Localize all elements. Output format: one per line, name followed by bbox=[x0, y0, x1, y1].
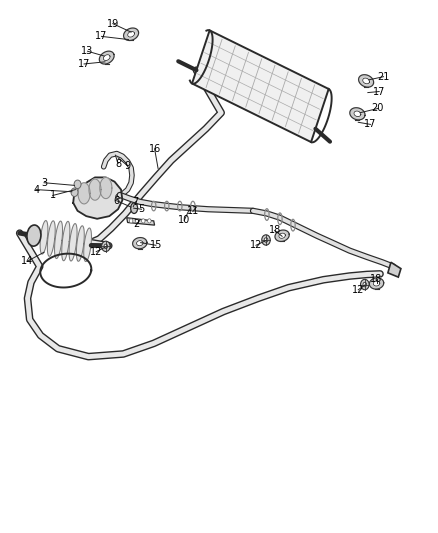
Text: 21: 21 bbox=[377, 71, 390, 82]
Polygon shape bbox=[363, 78, 370, 84]
Polygon shape bbox=[275, 230, 289, 241]
Ellipse shape bbox=[27, 225, 41, 246]
Polygon shape bbox=[73, 177, 122, 219]
Text: 8: 8 bbox=[115, 159, 121, 168]
Circle shape bbox=[262, 235, 270, 245]
Text: 5: 5 bbox=[138, 204, 145, 214]
Polygon shape bbox=[99, 51, 114, 64]
Text: 17: 17 bbox=[78, 59, 90, 69]
Circle shape bbox=[129, 219, 133, 223]
Polygon shape bbox=[373, 281, 380, 286]
Text: 18: 18 bbox=[371, 273, 383, 284]
Polygon shape bbox=[100, 177, 112, 199]
Text: 14: 14 bbox=[21, 256, 34, 266]
Circle shape bbox=[135, 219, 139, 223]
Polygon shape bbox=[369, 278, 384, 289]
Polygon shape bbox=[78, 183, 90, 204]
Circle shape bbox=[141, 219, 145, 223]
Text: 6: 6 bbox=[113, 196, 120, 206]
Text: 12: 12 bbox=[352, 285, 364, 295]
Polygon shape bbox=[89, 179, 101, 200]
Polygon shape bbox=[133, 238, 147, 249]
Circle shape bbox=[74, 180, 81, 189]
Polygon shape bbox=[127, 217, 155, 225]
Polygon shape bbox=[124, 28, 138, 41]
Text: 11: 11 bbox=[187, 206, 199, 216]
Text: 1: 1 bbox=[49, 190, 56, 200]
Polygon shape bbox=[192, 30, 328, 142]
Polygon shape bbox=[127, 31, 134, 37]
Polygon shape bbox=[354, 111, 361, 117]
Text: 15: 15 bbox=[150, 240, 162, 251]
Text: 12: 12 bbox=[250, 240, 262, 251]
Text: 9: 9 bbox=[124, 161, 131, 171]
Polygon shape bbox=[47, 221, 55, 256]
Text: 17: 17 bbox=[364, 119, 377, 130]
Polygon shape bbox=[55, 221, 63, 259]
Polygon shape bbox=[84, 228, 92, 262]
Circle shape bbox=[71, 188, 78, 197]
Text: 17: 17 bbox=[373, 86, 385, 96]
Polygon shape bbox=[279, 233, 285, 238]
Circle shape bbox=[264, 238, 268, 242]
Circle shape bbox=[104, 244, 108, 248]
Text: 2: 2 bbox=[133, 219, 139, 229]
Text: 3: 3 bbox=[41, 177, 47, 188]
Polygon shape bbox=[350, 108, 365, 120]
Circle shape bbox=[360, 279, 369, 290]
Polygon shape bbox=[69, 223, 77, 261]
Text: 13: 13 bbox=[81, 46, 94, 56]
Polygon shape bbox=[76, 226, 84, 261]
Polygon shape bbox=[359, 75, 374, 87]
Text: 18: 18 bbox=[268, 225, 281, 236]
Ellipse shape bbox=[131, 203, 138, 214]
Text: 19: 19 bbox=[107, 19, 119, 29]
Text: 12: 12 bbox=[90, 247, 102, 257]
Polygon shape bbox=[40, 221, 48, 254]
Polygon shape bbox=[103, 55, 110, 61]
Text: 17: 17 bbox=[95, 31, 108, 42]
Polygon shape bbox=[388, 262, 401, 277]
Circle shape bbox=[148, 219, 151, 223]
Text: 7: 7 bbox=[132, 197, 138, 207]
Text: 10: 10 bbox=[178, 215, 190, 225]
Circle shape bbox=[102, 241, 110, 252]
Text: 4: 4 bbox=[33, 184, 39, 195]
Polygon shape bbox=[62, 221, 70, 261]
Polygon shape bbox=[137, 240, 143, 246]
Text: 20: 20 bbox=[372, 103, 384, 114]
Text: 16: 16 bbox=[148, 144, 161, 154]
Circle shape bbox=[363, 282, 367, 287]
